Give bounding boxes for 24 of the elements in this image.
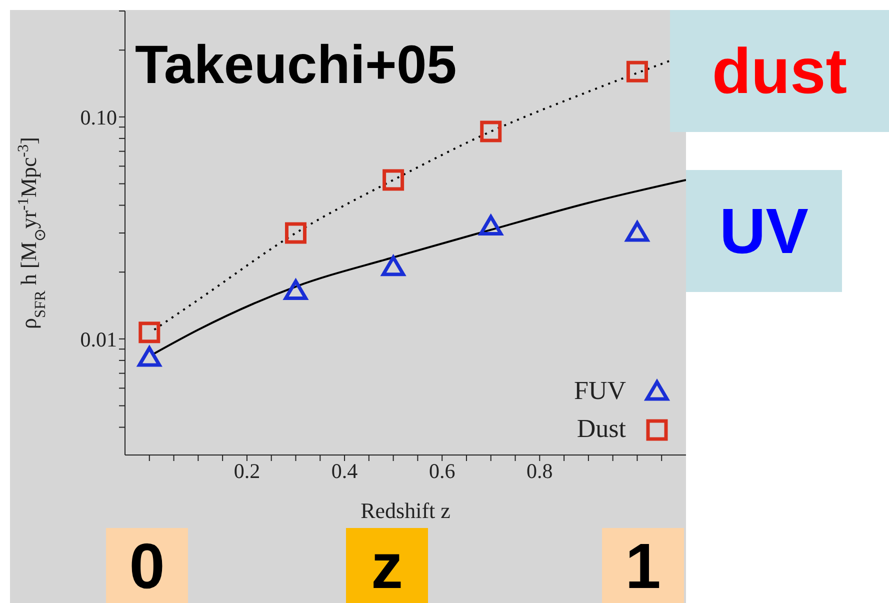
text: Takeuchi+05	[135, 34, 457, 96]
x-tick-label: 0.4	[331, 458, 358, 483]
text: UV	[686, 170, 842, 292]
text: 1	[602, 528, 684, 603]
point	[138, 346, 162, 367]
point	[479, 215, 503, 236]
legend-label: Dust	[576, 414, 626, 444]
text: z	[346, 528, 428, 603]
x-tick-label: 0.2	[234, 458, 260, 483]
point	[625, 221, 649, 242]
legend-label: FUV	[574, 376, 626, 406]
x-tick-label: 0.6	[428, 458, 456, 483]
y-tick-label: 0.10	[80, 105, 117, 130]
y-tick-label: 0.01	[80, 327, 117, 352]
point	[382, 256, 406, 276]
point	[284, 279, 308, 300]
point	[480, 120, 502, 142]
point	[382, 169, 404, 191]
point	[284, 222, 306, 244]
text: dust	[670, 10, 889, 132]
text: 0	[106, 528, 188, 603]
point	[626, 60, 648, 82]
x-axis-title: Redshift z	[360, 498, 451, 523]
x-tick-label: 0.8	[526, 458, 553, 483]
